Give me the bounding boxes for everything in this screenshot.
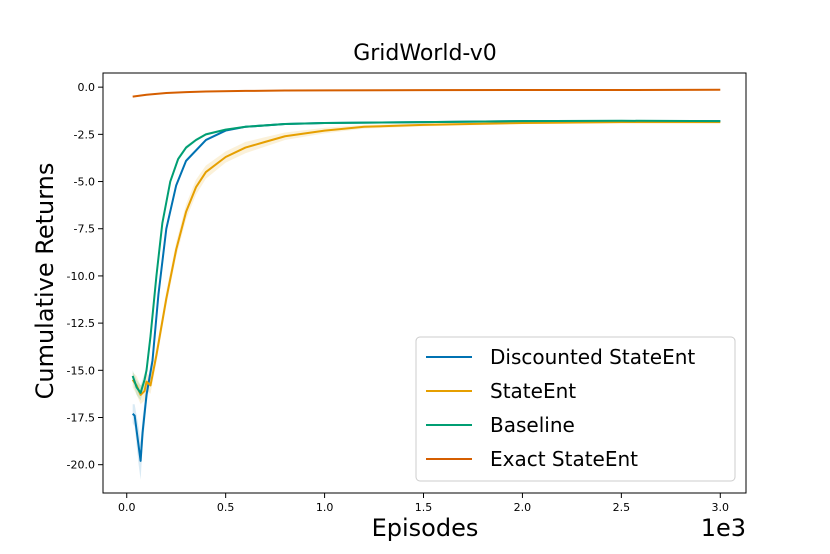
x-tick-label: 3.0 [712,501,730,514]
y-tick-label: -7.5 [74,223,95,236]
line-stateent [131,121,721,396]
legend-label: Discounted StateEnt [490,345,695,369]
y-tick-label: -17.5 [67,411,95,424]
legend-label: StateEnt [490,379,576,403]
chart-title: GridWorld-v0 [353,41,497,66]
x-axis-multiplier: 1e3 [701,514,746,542]
x-tick-label: 0.0 [118,501,136,514]
x-axis-ticks: 0.0 0.5 1.0 1.5 2.0 2.5 3.0 [118,493,729,514]
x-tick-label: 2.0 [514,501,532,514]
series-lines [131,88,721,462]
y-tick-label: 0.0 [78,81,96,94]
x-tick-label: 1.5 [415,501,433,514]
y-axis-label: Cumulative Returns [31,163,59,400]
legend-frame [415,336,736,482]
legend-label: Exact StateEnt [490,447,638,471]
y-tick-label: -2.5 [74,128,95,141]
y-tick-label: -20.0 [67,459,95,472]
x-tick-label: 2.5 [613,501,631,514]
y-tick-label: -12.5 [67,317,95,330]
x-axis-label: Episodes [372,514,479,542]
x-tick-label: 1.0 [316,501,334,514]
plot-frame [102,72,747,494]
y-tick-label: -5.0 [74,176,95,189]
line-exact-stateent [132,88,721,98]
legend-label: Baseline [490,413,575,437]
y-axis-ticks: 0.0 -2.5 -5.0 -7.5 -10.0 -12.5 -15.0 -17.5 -20.0 [67,81,103,472]
y-tick-label: -10.0 [67,270,95,283]
y-tick-label: -15.0 [67,364,95,377]
x-tick-label: 0.5 [217,501,235,514]
legend: Discounted StateEnt StateEnt Baseline Exact… [415,336,736,482]
plot-area [131,88,721,480]
line-baseline [131,119,721,394]
